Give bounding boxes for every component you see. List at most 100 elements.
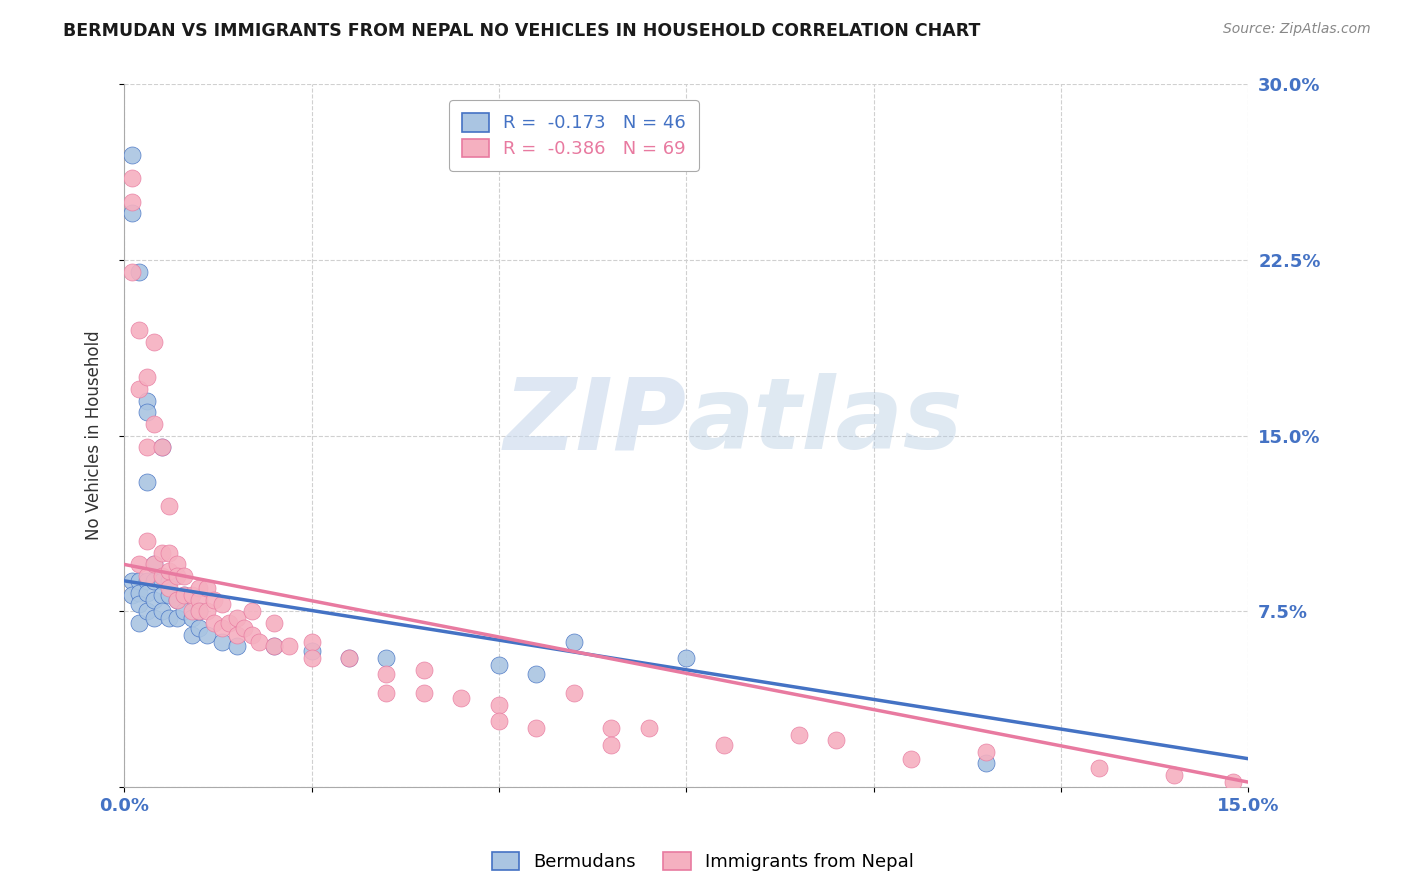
Point	[225, 627, 247, 641]
Point	[488, 658, 510, 673]
Point	[413, 663, 436, 677]
Point	[240, 604, 263, 618]
Point	[135, 534, 157, 549]
Text: ZIP: ZIP	[503, 373, 686, 470]
Text: atlas: atlas	[686, 373, 963, 470]
Point	[180, 588, 202, 602]
Point	[173, 588, 195, 602]
Point	[121, 206, 143, 220]
Point	[135, 393, 157, 408]
Point	[825, 733, 848, 747]
Point	[211, 597, 233, 611]
Point	[337, 651, 360, 665]
Point	[225, 611, 247, 625]
Point	[637, 721, 659, 735]
Point	[128, 615, 150, 630]
Point	[157, 565, 180, 579]
Point	[900, 752, 922, 766]
Point	[157, 546, 180, 560]
Point	[1087, 761, 1109, 775]
Point	[301, 634, 323, 648]
Point	[173, 588, 195, 602]
Point	[157, 499, 180, 513]
Point	[135, 604, 157, 618]
Point	[263, 640, 285, 654]
Point	[150, 546, 173, 560]
Point	[143, 611, 166, 625]
Point	[375, 667, 398, 681]
Point	[301, 644, 323, 658]
Point	[787, 728, 810, 742]
Point	[121, 588, 143, 602]
Text: BERMUDAN VS IMMIGRANTS FROM NEPAL NO VEHICLES IN HOUSEHOLD CORRELATION CHART: BERMUDAN VS IMMIGRANTS FROM NEPAL NO VEH…	[63, 22, 980, 40]
Point	[121, 147, 143, 161]
Point	[128, 574, 150, 588]
Point	[188, 604, 211, 618]
Point	[375, 686, 398, 700]
Point	[121, 574, 143, 588]
Text: Source: ZipAtlas.com: Source: ZipAtlas.com	[1223, 22, 1371, 37]
Point	[150, 569, 173, 583]
Point	[211, 621, 233, 635]
Point	[135, 405, 157, 419]
Point	[600, 721, 623, 735]
Point	[450, 690, 472, 705]
Y-axis label: No Vehicles in Household: No Vehicles in Household	[86, 331, 103, 541]
Point	[1163, 768, 1185, 782]
Point	[337, 651, 360, 665]
Point	[195, 627, 218, 641]
Point	[150, 441, 173, 455]
Point	[121, 194, 143, 209]
Point	[128, 265, 150, 279]
Point	[247, 634, 270, 648]
Point	[278, 640, 301, 654]
Point	[166, 611, 188, 625]
Point	[143, 417, 166, 431]
Point	[713, 738, 735, 752]
Point	[143, 574, 166, 588]
Point	[135, 574, 157, 588]
Point	[211, 634, 233, 648]
Legend: Bermudans, Immigrants from Nepal: Bermudans, Immigrants from Nepal	[485, 845, 921, 879]
Point	[157, 588, 180, 602]
Point	[180, 611, 202, 625]
Point	[150, 441, 173, 455]
Point	[526, 721, 548, 735]
Point	[188, 581, 211, 595]
Point	[202, 592, 225, 607]
Point	[225, 640, 247, 654]
Point	[135, 441, 157, 455]
Point	[173, 569, 195, 583]
Point	[143, 558, 166, 572]
Point	[600, 738, 623, 752]
Point	[143, 592, 166, 607]
Point	[974, 745, 997, 759]
Point	[180, 627, 202, 641]
Point	[166, 558, 188, 572]
Point	[188, 592, 211, 607]
Point	[413, 686, 436, 700]
Point	[263, 615, 285, 630]
Point	[180, 604, 202, 618]
Point	[128, 597, 150, 611]
Point	[173, 604, 195, 618]
Point	[263, 640, 285, 654]
Point	[974, 756, 997, 771]
Point	[135, 475, 157, 490]
Point	[301, 651, 323, 665]
Point	[562, 634, 585, 648]
Point	[143, 334, 166, 349]
Point	[128, 323, 150, 337]
Point	[128, 382, 150, 396]
Point	[157, 574, 180, 588]
Point	[526, 667, 548, 681]
Point	[488, 698, 510, 712]
Point	[488, 714, 510, 729]
Point	[562, 686, 585, 700]
Point	[240, 627, 263, 641]
Point	[128, 558, 150, 572]
Point	[157, 581, 180, 595]
Point	[135, 585, 157, 599]
Point	[166, 592, 188, 607]
Point	[150, 604, 173, 618]
